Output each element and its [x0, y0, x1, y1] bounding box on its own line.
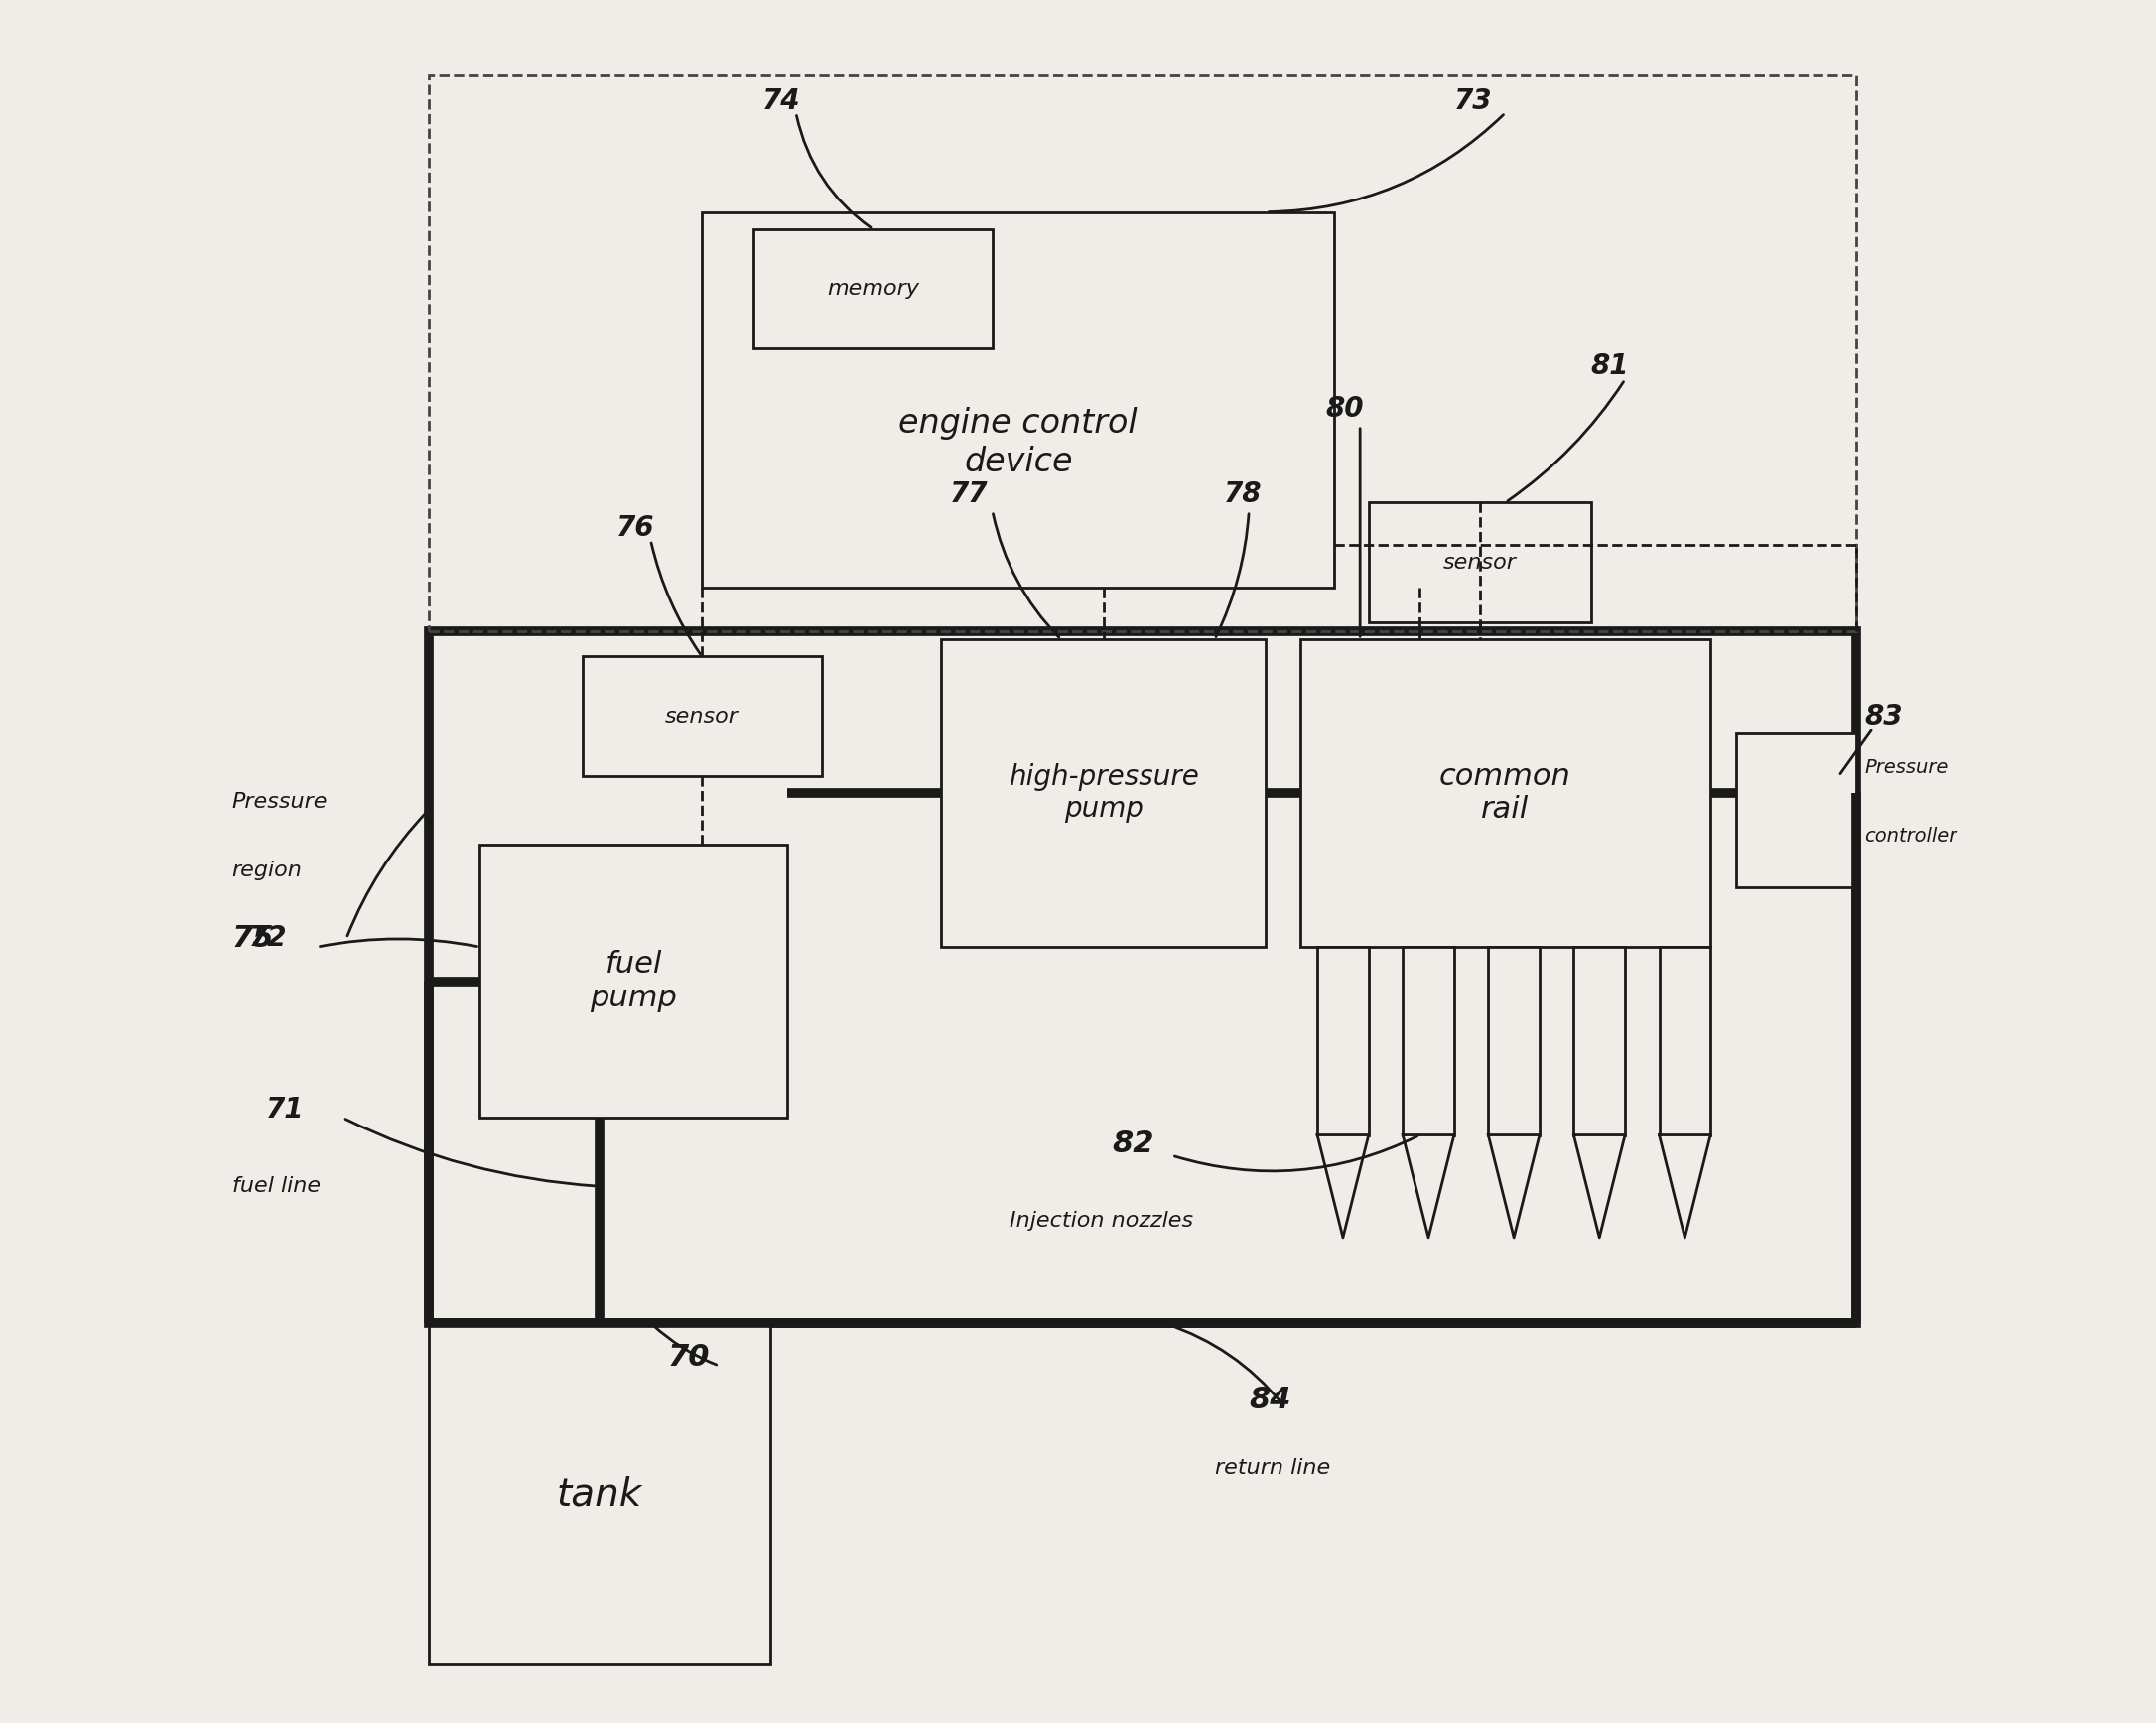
Polygon shape: [1317, 1135, 1369, 1237]
Polygon shape: [1660, 1135, 1710, 1237]
Bar: [752, 229, 992, 348]
Bar: [1574, 948, 1626, 1135]
Text: fuel
pump: fuel pump: [591, 949, 677, 1011]
Bar: [1736, 734, 1856, 887]
Text: Pressure: Pressure: [233, 793, 328, 812]
Bar: [1317, 948, 1369, 1135]
Bar: [429, 631, 1856, 1323]
Text: 78: 78: [1222, 481, 1261, 508]
Text: 82: 82: [1112, 1129, 1153, 1158]
Bar: [429, 76, 1856, 631]
Text: sensor: sensor: [666, 706, 740, 725]
Bar: [1300, 639, 1710, 948]
Text: controller: controller: [1865, 827, 1958, 846]
Text: Pressure: Pressure: [1865, 758, 1949, 777]
Text: 71: 71: [265, 1096, 304, 1123]
Text: 83: 83: [1865, 703, 1902, 731]
Text: return line: return line: [1214, 1458, 1330, 1478]
Bar: [1488, 948, 1539, 1135]
Bar: [703, 212, 1335, 588]
Text: 80: 80: [1326, 395, 1365, 422]
Text: 76: 76: [617, 513, 655, 543]
Bar: [429, 1323, 770, 1664]
Text: 75: 75: [233, 924, 274, 953]
Text: fuel line: fuel line: [233, 1177, 321, 1196]
Text: engine control
device: engine control device: [899, 407, 1138, 477]
Polygon shape: [1488, 1135, 1539, 1237]
Bar: [582, 656, 821, 775]
Text: 84: 84: [1248, 1385, 1291, 1415]
Polygon shape: [1574, 1135, 1626, 1237]
Text: 72: 72: [248, 925, 287, 953]
Text: tank: tank: [556, 1475, 642, 1513]
Text: common
rail: common rail: [1440, 762, 1572, 824]
Bar: [1660, 948, 1710, 1135]
Bar: [1369, 503, 1591, 622]
Text: 81: 81: [1591, 351, 1630, 379]
Bar: [479, 844, 787, 1118]
Text: 70: 70: [668, 1342, 709, 1372]
Polygon shape: [1404, 1135, 1453, 1237]
Text: Injection nozzles: Injection nozzles: [1009, 1211, 1194, 1230]
Bar: [1404, 948, 1453, 1135]
Text: 74: 74: [761, 86, 800, 115]
Text: sensor: sensor: [1442, 553, 1516, 572]
Text: 77: 77: [951, 481, 987, 508]
Text: high-pressure
pump: high-pressure pump: [1009, 763, 1199, 824]
Text: 73: 73: [1453, 86, 1492, 115]
Text: memory: memory: [826, 279, 918, 298]
Bar: [942, 639, 1266, 948]
Text: region: region: [233, 860, 302, 880]
